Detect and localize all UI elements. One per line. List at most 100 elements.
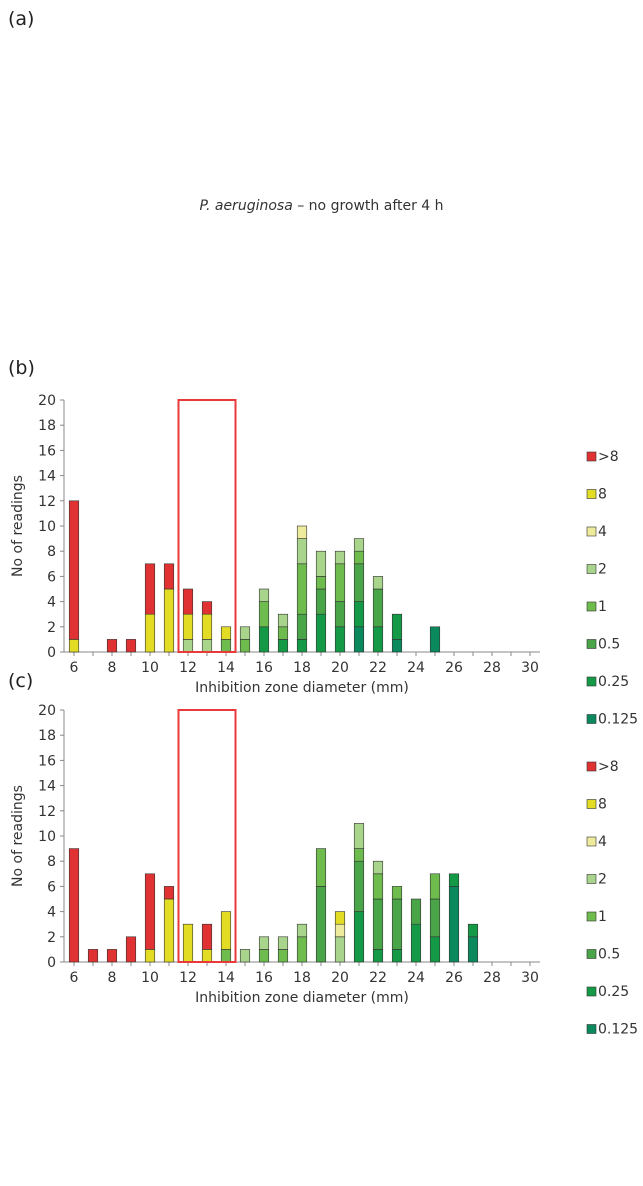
bar-13-mic-8: [201, 949, 213, 963]
y-tick-label: 2: [47, 620, 56, 636]
bar-18-mic-0.5: [296, 613, 308, 640]
bar-17-mic-2: [277, 936, 289, 950]
x-tick-label: 30: [521, 970, 539, 986]
y-tick-label: 8: [47, 854, 56, 870]
y-tick-label: 16: [38, 753, 56, 769]
legend-swatch-1: [586, 601, 597, 612]
bar-10-mic-8: [144, 613, 156, 653]
bar-13-mic-8: [201, 613, 213, 640]
bar-13-mic->8: [201, 601, 213, 615]
bar-12-mic->8: [182, 588, 194, 615]
bar-10-mic->8: [144, 873, 156, 950]
x-tick-label: 18: [293, 660, 311, 676]
x-tick-label: 22: [369, 660, 387, 676]
bar-19-mic-0.25: [315, 613, 327, 653]
bar-23-mic-0.25: [391, 613, 403, 640]
bar-26-mic-0.125: [448, 886, 460, 963]
legend-swatch->8: [586, 451, 597, 462]
y-tick-label: 20: [38, 703, 56, 719]
bar-20-mic-2: [334, 936, 346, 963]
bar-6-mic-8: [68, 639, 80, 653]
y-tick-label: 4: [47, 905, 56, 921]
breakpoint-box: [177, 709, 237, 963]
legend-label-1: 1: [598, 909, 607, 925]
y-tick-label: 10: [38, 519, 56, 535]
bar-11-mic-8: [163, 898, 175, 963]
bar-6-mic->8: [68, 500, 80, 640]
legend-swatch-8: [586, 489, 597, 499]
x-tick-label: 22: [369, 970, 387, 986]
x-tick-label: 16: [255, 660, 273, 676]
legend-label-4: 4: [598, 524, 607, 540]
legend-swatch-8: [586, 799, 597, 809]
y-tick-label: 12: [38, 494, 56, 510]
x-axis-label: Inhibition zone diameter (mm): [195, 990, 409, 1006]
bar-27-mic-0.125: [467, 936, 479, 963]
bar-14-mic-8: [220, 911, 232, 950]
x-tick-label: 26: [445, 970, 463, 986]
bar-12-mic-8: [182, 923, 194, 963]
panel-a-note: P. aeruginosa – no growth after 4 h: [0, 198, 643, 214]
x-tick-label: 10: [141, 970, 159, 986]
bar-19-mic-2: [315, 550, 327, 577]
bar-25-mic-0.5: [429, 898, 441, 938]
legend-swatch-0.125: [586, 714, 597, 724]
bar-21-mic-0.125: [353, 626, 365, 653]
bar-23-mic-0.25: [391, 949, 403, 963]
bar-16-mic-1: [258, 949, 270, 963]
species-name: P. aeruginosa: [199, 198, 293, 214]
y-axis-label: No of readings: [10, 475, 26, 577]
y-tick-label: 8: [47, 544, 56, 560]
bar-21-mic-0.5: [353, 860, 365, 912]
legend-label-0.125: 0.125: [598, 712, 638, 728]
legend-swatch-0.5: [586, 639, 597, 649]
y-tick-label: 0: [47, 955, 56, 971]
legend-swatch-2: [586, 874, 597, 884]
y-tick-label: 18: [38, 418, 56, 434]
bar-23-mic-0.125: [391, 639, 403, 653]
bar-11-mic->8: [163, 563, 175, 590]
y-tick-label: 6: [47, 569, 56, 585]
x-tick-label: 16: [255, 970, 273, 986]
y-tick-label: 6: [47, 879, 56, 895]
x-tick-label: 28: [483, 970, 501, 986]
bar-10-mic->8: [144, 563, 156, 615]
x-tick-label: 28: [483, 660, 501, 676]
bar-13-mic->8: [201, 923, 213, 950]
bar-21-mic-0.5: [353, 563, 365, 602]
x-tick-label: 24: [407, 970, 425, 986]
bar-17-mic-1: [277, 626, 289, 640]
bar-12-mic-8: [182, 613, 194, 640]
legend-swatch-4: [586, 836, 597, 847]
bar-21-mic-2: [353, 823, 365, 849]
bar-20-mic-0.5: [334, 601, 346, 628]
bar-24-mic-0.5: [410, 898, 422, 925]
legend-label-0.25: 0.25: [598, 984, 629, 1000]
legend-label-0.5: 0.5: [598, 947, 620, 963]
bar-18-mic-2: [296, 923, 308, 938]
legend-swatch-2: [586, 564, 597, 574]
x-tick-label: 10: [141, 660, 159, 676]
bar-18-mic-0.25: [296, 639, 308, 653]
legend-label-8: 8: [598, 487, 607, 503]
panel-label-a: (a): [8, 8, 35, 30]
bar-22-mic-0.25: [372, 949, 384, 963]
x-tick-label: 14: [217, 660, 235, 676]
bar-11-mic->8: [163, 886, 175, 900]
bar-18-mic-1: [296, 936, 308, 963]
panel-label-c: (c): [8, 670, 34, 692]
bar-27-mic-0.25: [467, 923, 479, 938]
y-axis-label: No of readings: [10, 785, 26, 887]
bar-23-mic-1: [391, 886, 403, 900]
bar-24-mic-0.25: [410, 923, 422, 963]
bar-9-mic->8: [125, 639, 137, 653]
bar-14-mic-8: [220, 626, 232, 640]
x-tick-label: 6: [70, 970, 79, 986]
bar-22-mic-0.5: [372, 898, 384, 950]
bar-21-mic-1: [353, 550, 365, 565]
y-tick-label: 14: [38, 779, 56, 795]
bar-7-mic->8: [87, 949, 99, 963]
bar-16-mic-0.25: [258, 626, 270, 653]
